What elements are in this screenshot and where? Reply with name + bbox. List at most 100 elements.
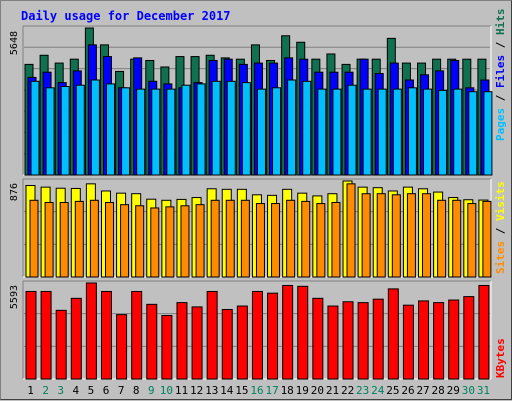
sites-bar [44,201,54,278]
kbytes-bar [478,284,490,380]
x-tick-label: 10 [160,384,173,397]
kbytes-bar [433,302,445,380]
x-tick-label: 16 [250,384,263,397]
x-tick-label: 13 [205,384,218,397]
kbytes-bar [206,290,218,380]
x-tick-label: 15 [235,384,248,397]
kbytes-bar [236,305,248,380]
pages-bar [453,88,463,176]
kbytes-bar [297,285,309,380]
pages-bar [166,88,176,176]
pages-bar [272,87,282,176]
sites-bar [104,201,114,278]
pages-bar [60,86,70,176]
sites-bar [135,205,145,278]
right-axis-label: Pages / Files / Hits [494,9,507,142]
kbytes-bar [357,302,369,380]
kbytes-bar [418,300,430,380]
x-tick-label: 29 [447,384,460,397]
pages-bar [483,91,493,176]
sites-bar [422,193,432,278]
x-tick-label: 17 [265,384,278,397]
kbytes-panel [22,280,492,380]
kbytes-bar [387,288,399,380]
kbytes-bar [70,297,82,380]
pages-bar [121,87,131,176]
kbytes-bar [267,292,279,380]
sites-bar [89,199,99,278]
kbytes-bar [100,290,112,380]
pages-bar [196,83,206,176]
sites-bar [165,206,175,278]
pages-bar [377,88,387,176]
sites-bar [286,199,296,278]
kbytes-bar [146,303,158,380]
sites-bar [59,201,69,278]
kbytes-bar [131,290,143,380]
pages-bar [75,84,85,176]
kbytes-bar [282,284,294,380]
x-tick-label: 24 [371,384,385,397]
right-axis-label: Sites / Visits [494,181,507,274]
x-tick-label: 22 [341,384,354,397]
pages-bar [136,88,146,176]
kbytes-bar [191,306,203,380]
y-max-label-hits: 5648 [9,31,20,55]
x-tick-label: 23 [356,384,369,397]
sites-bar [150,207,160,278]
x-tick-label: 9 [148,384,155,397]
right-series-labels: Pages / Files / Hits Sites / Visits KBytes [494,9,507,379]
pages-bar [105,83,115,176]
sites-bar [210,199,220,278]
x-tick-label: 25 [386,384,399,397]
sites-bar [452,199,462,278]
pages-bar [241,82,251,176]
sites-bar [361,193,371,278]
x-tick-label: 4 [73,384,80,397]
x-tick-label: 5 [88,384,95,397]
kbytes-bar [342,301,354,380]
x-tick-label: 31 [477,384,490,397]
hits-files-pages-panel [22,25,493,176]
kbytes-bar [312,297,324,380]
pages-bar [30,80,40,176]
kbytes-bar [55,309,67,380]
x-tick-label: 20 [311,384,324,397]
x-tick-label: 27 [416,384,429,397]
pages-bar [45,87,55,176]
pages-bar [256,88,266,176]
pages-bar [226,80,236,176]
sites-bar [180,205,190,278]
kbytes-bar [448,299,460,380]
sites-bar [406,193,416,278]
chart-title: Daily usage for December 2017 [21,9,231,23]
visits-sites-panel [22,178,492,278]
x-tick-label: 14 [220,384,234,397]
pages-bar [287,79,297,176]
pages-bar [438,89,448,176]
pages-bar [423,88,433,176]
x-tick-label: 6 [103,384,110,397]
x-tick-label: 18 [281,384,294,397]
sites-bar [437,199,447,278]
kbytes-bar [116,314,128,380]
kbytes-bar [40,290,52,380]
pages-bar [302,80,312,176]
pages-bar [317,88,327,176]
kbytes-bar [221,308,233,380]
x-tick-label: 26 [401,384,414,397]
x-tick-label: 28 [432,384,445,397]
kbytes-bar [372,298,384,380]
x-tick-label: 19 [296,384,309,397]
pages-bar [151,88,161,176]
pages-bar [211,80,221,176]
kbytes-bar [85,282,97,380]
kbytes-bar [327,305,339,380]
sites-bar [376,193,386,278]
pages-bar [392,88,402,176]
x-tick-label: 8 [133,384,140,397]
y-max-label-kbytes: 5593 [9,285,20,309]
sites-bar [120,204,130,278]
pages-bar [332,88,342,176]
